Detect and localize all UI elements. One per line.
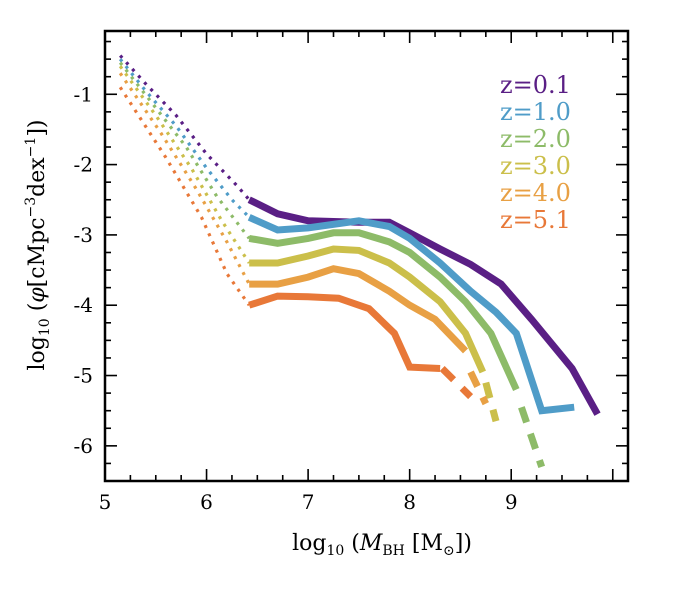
series-line-solid	[249, 265, 469, 354]
y-tick-label: -1	[74, 82, 93, 106]
y-tick-label: -5	[74, 364, 93, 388]
series-line-dotted	[118, 86, 251, 307]
series-line-dotted	[118, 61, 251, 240]
series-line-solid	[248, 292, 441, 372]
y-tick-label: -6	[74, 434, 93, 458]
legend-entry: z=0.1	[500, 71, 571, 99]
x-tick-label: 9	[505, 490, 518, 514]
series-z=4.0	[118, 72, 489, 406]
legend-entry: z=2.0	[500, 125, 571, 153]
series-z=0.1	[119, 54, 601, 416]
series-line-dashed	[467, 370, 489, 406]
series-z=3.0	[118, 65, 500, 423]
legend-entry: z=3.0	[500, 152, 571, 180]
legend-entry: z=1.0	[500, 98, 571, 126]
x-tick-label: 7	[302, 490, 315, 514]
legend-entry: z=5.1	[500, 206, 571, 234]
y-tick-label: -3	[74, 223, 93, 247]
series-z=1.0	[118, 58, 575, 415]
plot-frame	[103, 29, 630, 483]
x-tick-label: 5	[99, 490, 112, 514]
series-line-dotted	[118, 58, 251, 219]
x-axis-label: log10 (MBH [M⊙])	[292, 531, 472, 559]
axes: 5 6 7 8 9 -1 -2 -3 -4 -5 -6	[74, 29, 630, 514]
y-axis-label: log10 (φ[cMpc−3dex−1])	[23, 120, 53, 371]
series-line-dashed	[439, 366, 474, 400]
series-line-solid	[249, 245, 486, 374]
series-line-dashed	[518, 406, 546, 469]
series-line-dotted	[118, 65, 251, 264]
x-tick-label: 8	[403, 490, 416, 514]
series-layer	[118, 54, 601, 469]
y-tick-label: -2	[74, 153, 93, 177]
legend-entry: z=4.0	[500, 179, 571, 207]
series-line-dotted	[119, 54, 251, 201]
series-line-solid	[247, 214, 575, 415]
series-line-solid	[247, 196, 601, 416]
series-line-dashed	[482, 381, 500, 423]
x-tick-label: 6	[200, 490, 213, 514]
series-line-solid	[248, 229, 520, 392]
series-z=5.1	[118, 86, 474, 400]
y-tick-label: -4	[74, 293, 93, 317]
legend: z=0.1z=1.0z=2.0z=3.0z=4.0z=5.1	[500, 71, 571, 234]
series-z=2.0	[118, 61, 546, 469]
